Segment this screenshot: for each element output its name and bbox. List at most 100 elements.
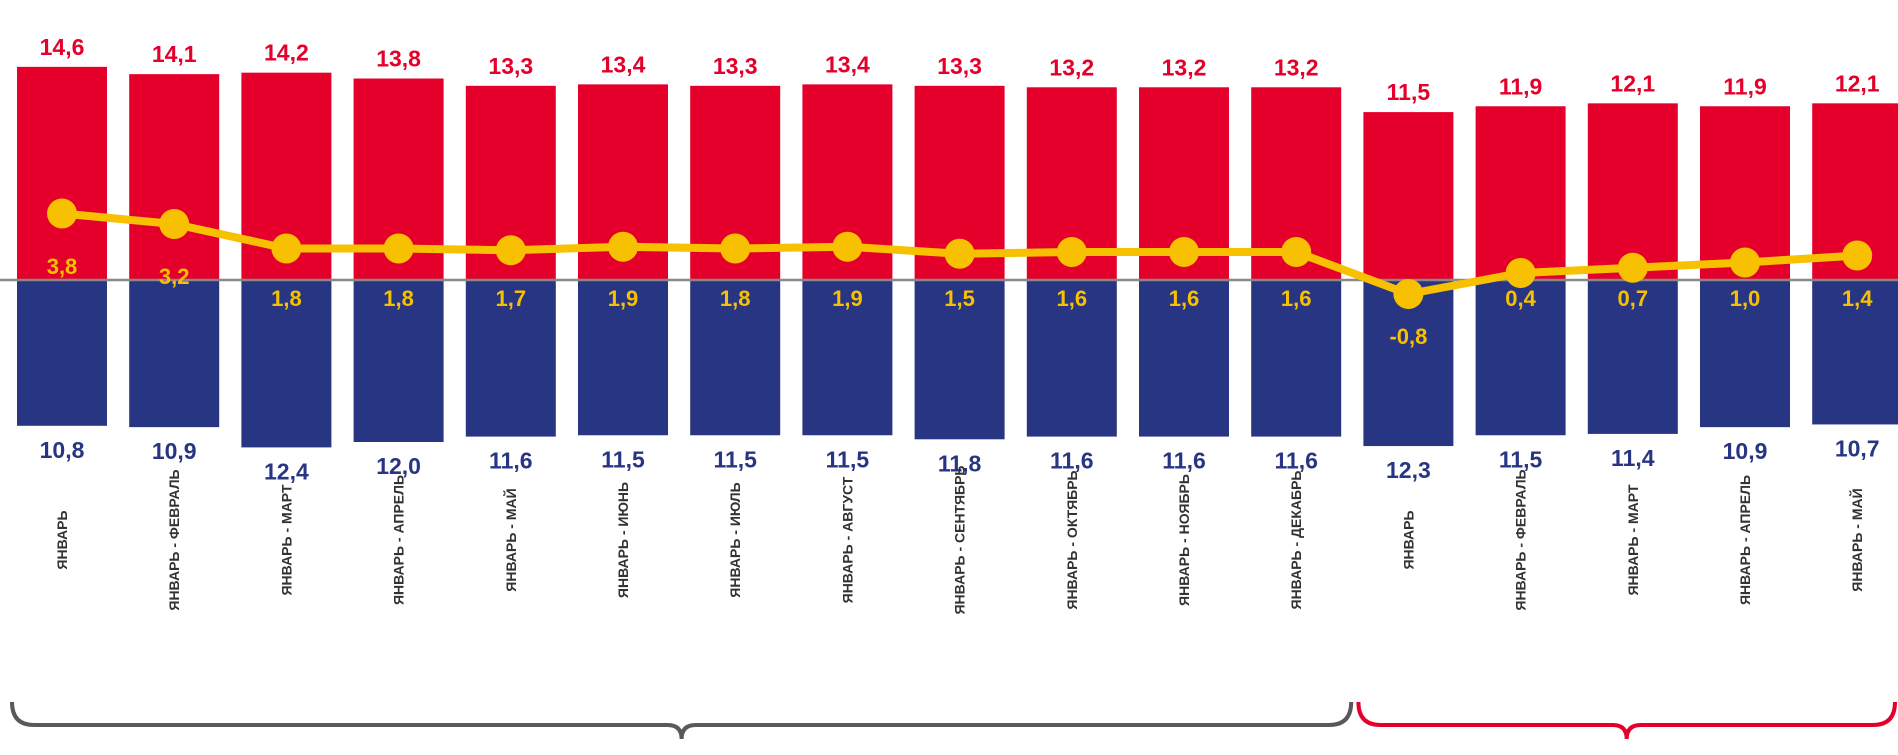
bar-down <box>690 280 781 436</box>
bar-down <box>578 280 668 436</box>
bar-down-label: 11,6 <box>1050 448 1094 474</box>
bar-down-label: 11,5 <box>601 446 645 472</box>
line-label: 1,8 <box>720 286 751 311</box>
bar-down <box>1139 280 1229 437</box>
line-point <box>720 233 751 264</box>
category-label: ЯНВАРЬ - МАЙ <box>502 488 519 591</box>
line-point <box>47 198 77 229</box>
bar-down <box>1026 280 1117 437</box>
line-label: 0,7 <box>1618 286 1649 311</box>
line-label: 1,7 <box>496 286 527 311</box>
bar-down <box>1587 280 1678 434</box>
bar-down-label: 11,5 <box>826 446 870 472</box>
bar-up-label: 11,5 <box>1387 79 1431 105</box>
bar-up-label: 11,9 <box>1499 73 1543 99</box>
line-label: 3,2 <box>159 264 190 289</box>
category-label: ЯНВАРЬ <box>54 510 70 569</box>
bar-up-label: 13,2 <box>1162 54 1207 80</box>
bar-up <box>17 66 107 280</box>
bar-down <box>353 280 444 442</box>
line-label: 1,9 <box>608 286 639 311</box>
bar-up-label: 12,1 <box>1610 70 1655 96</box>
bar-down-label: 11,4 <box>1611 445 1655 471</box>
line-point <box>1169 237 1199 267</box>
line-point <box>271 233 302 264</box>
bar-up <box>1587 103 1678 280</box>
category-label: ЯНВАРЬ - АПРЕЛЬ <box>1737 475 1753 605</box>
category-label: ЯНВАРЬ - НОЯБРЬ <box>1176 474 1192 606</box>
bar-down-label: 12,3 <box>1386 457 1431 483</box>
bar-down-label: 10,7 <box>1835 435 1880 461</box>
category-label: ЯНВАРЬ - АПРЕЛЬ <box>391 475 407 605</box>
bar-down-label: 11,6 <box>489 448 533 474</box>
bar-down-label: 10,8 <box>40 437 85 463</box>
bar-down <box>1700 280 1790 428</box>
line-point <box>1281 237 1312 267</box>
bar-up-label: 14,6 <box>40 34 85 60</box>
line-point <box>608 231 638 262</box>
group-brace <box>10 701 1354 740</box>
line-label: 1,6 <box>1281 286 1312 311</box>
line-label: 1,0 <box>1730 286 1761 311</box>
line-point <box>159 209 190 239</box>
bar-up-label: 12,1 <box>1835 70 1880 96</box>
bar-up-label: 14,1 <box>152 41 197 67</box>
line-point <box>495 235 526 266</box>
category-label: ЯНВАРЬ - ФЕВРАЛЬ <box>166 469 182 610</box>
bar-down <box>1812 280 1898 425</box>
line-label: 1,6 <box>1057 286 1088 311</box>
bar-up-label: 14,2 <box>264 40 309 66</box>
line-point <box>1393 279 1424 309</box>
bar-up-label: 13,8 <box>376 46 421 72</box>
bar-down-label: 10,9 <box>152 438 197 464</box>
line-point <box>383 233 414 264</box>
line-label: 1,8 <box>383 286 414 311</box>
line-label: 1,8 <box>271 286 302 311</box>
bar-up <box>129 74 220 280</box>
bar-down-label: 11,6 <box>1162 448 1206 474</box>
bar-up-label: 13,4 <box>601 51 646 77</box>
bar-down <box>17 280 107 426</box>
line-label: 1,6 <box>1169 286 1200 311</box>
line-label: -0,8 <box>1389 324 1427 349</box>
bar-up <box>1475 106 1566 280</box>
bar-down-label: 12,0 <box>376 453 421 479</box>
category-label: ЯНВАРЬ - МАЙ <box>1848 488 1865 591</box>
bar-down <box>241 280 332 448</box>
line-point <box>1505 258 1536 288</box>
category-label: ЯНВАРЬ - МАРТ <box>278 484 294 595</box>
category-label: ЯНВАРЬ - ОКТЯБРЬ <box>1064 470 1080 609</box>
bar-down-label: 11,5 <box>713 446 757 472</box>
bar-down <box>129 280 220 428</box>
bar-down <box>465 280 556 437</box>
line-point <box>1617 252 1648 283</box>
line-label: 1,4 <box>1842 286 1873 311</box>
bar-up <box>1363 112 1454 280</box>
category-label: ЯНВАРЬ - ДЕКАБРЬ <box>1288 471 1304 610</box>
line-point <box>832 231 863 262</box>
line-point <box>1056 237 1087 267</box>
category-label: ЯНВАРЬ - СЕНТЯБРЬ <box>952 466 968 615</box>
line-point <box>944 238 975 269</box>
bar-up-label: 13,3 <box>937 53 982 79</box>
bar-down-label: 11,6 <box>1274 448 1318 474</box>
top-value-labels: 14,6 14,1 14,2 13,8 13,3 13,4 13,3 13,4 13,3 13,2… <box>40 34 1880 105</box>
group-braces <box>10 701 1897 740</box>
category-label: ЯНВАРЬ - МАРТ <box>1625 484 1641 595</box>
category-label: ЯНВАРЬ - ФЕВРАЛЬ <box>1513 469 1529 610</box>
bars-down-series <box>17 280 1898 448</box>
line-value-labels: 3,8 3,2 1,8 1,8 1,7 1,9 1,8 1,9 1,5 1,6 1,6 1,6 -0,8… <box>47 254 1874 349</box>
line-series <box>47 198 1873 309</box>
bar-up-label: 13,3 <box>488 53 533 79</box>
category-label: ЯНВАРЬ - ИЮЛЬ <box>727 482 743 597</box>
bar-up-label: 11,9 <box>1723 73 1767 99</box>
line-label: 1,5 <box>944 286 975 311</box>
bar-up-label: 13,2 <box>1049 54 1094 80</box>
category-label: ЯНВАРЬ <box>1400 510 1416 569</box>
bar-up-label: 13,4 <box>825 51 870 77</box>
bar-down <box>802 280 893 436</box>
bar-down-label: 11,8 <box>938 450 982 476</box>
category-label: ЯНВАРЬ - АВГУСТ <box>839 476 855 603</box>
line-label: 1,9 <box>832 286 863 311</box>
line-label: 3,8 <box>47 254 78 279</box>
